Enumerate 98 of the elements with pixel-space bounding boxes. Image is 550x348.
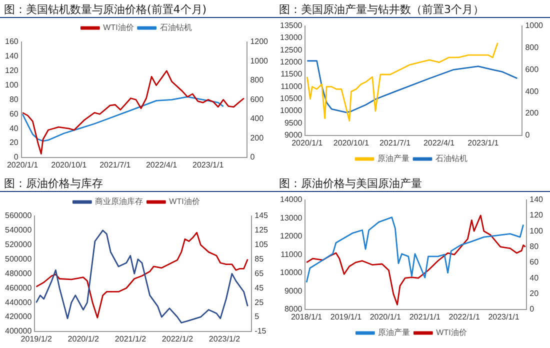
x-tick-label: 2022/4/1 (423, 138, 456, 148)
y-tick-label: 10000 (280, 268, 303, 278)
y2-tick-label: 1000 (250, 56, 269, 66)
x-tick-label: 2022/4/1 (146, 160, 178, 170)
x-tick-label: 2020/1/1 (6, 160, 39, 170)
chart-title: 图：美国钻机数量与原油价格(前置4个月) (0, 0, 275, 18)
x-tick-label: 2020/10/1 (51, 160, 88, 170)
y-tick-label: 160 (4, 37, 19, 46)
legend-label: 原油产量 (378, 328, 410, 338)
x-tick-label: 2020/1/1 (292, 138, 324, 148)
y-tick-label: 500000 (4, 254, 32, 264)
y-tick-label: 400000 (4, 326, 32, 336)
y2-tick-label: 105 (254, 240, 269, 250)
y-tick-label: 520000 (4, 240, 32, 250)
y2-tick-label: 200 (525, 108, 540, 118)
y2-tick-label: 20 (530, 288, 540, 298)
legend-label: WTI油价 (169, 197, 200, 206)
y-tick-label: 460000 (4, 283, 32, 292)
x-tick-label: 2019/1/2 (20, 334, 52, 344)
y-tick-label: 120 (4, 66, 19, 76)
y-tick-label: 0 (14, 152, 19, 162)
y-tick-label: 12000 (280, 58, 303, 67)
x-tick-label: 2023/1/1 (488, 312, 520, 322)
x-tick-label: 2020/10/1 (333, 138, 370, 148)
legend-label: 石油钻机 (436, 154, 468, 164)
x-tick-label: 2023/1/2 (208, 334, 241, 344)
y-tick-label: 60 (9, 109, 19, 118)
x-tick-label: 2021/1/1 (409, 312, 442, 322)
y2-tick-label: 60 (530, 258, 540, 267)
chart-title: 图：原油价格与美国原油产量 (275, 174, 550, 192)
x-tick-label: 2019/1/1 (330, 312, 362, 322)
chart-title: 图：美国原油产量与钻井数（前置3个月） (275, 0, 550, 18)
legend-label: 商业原油库存 (95, 197, 144, 206)
x-tick-label: 2018/1/1 (290, 312, 323, 322)
y2-tick-label: 0 (250, 152, 256, 162)
y-tick-label: 13000 (280, 33, 303, 42)
y-tick-label: 9000 (284, 130, 303, 140)
y-tick-label: 140 (4, 52, 19, 61)
legend-label: 原油产量 (378, 154, 410, 164)
x-tick-label: 2023/1/1 (468, 138, 500, 148)
y2-tick-label: 200 (250, 133, 264, 142)
y2-tick-label: 120 (530, 210, 544, 220)
legend-label: WTI油价 (103, 23, 134, 32)
y-tick-label: 10500 (280, 94, 303, 104)
y-tick-label: 100 (4, 80, 19, 90)
y2-tick-label: 145 (254, 211, 269, 220)
y-tick-label: 40 (9, 124, 19, 133)
y-tick-label: 11000 (280, 250, 303, 259)
x-tick-label: 2022/1/2 (162, 334, 194, 344)
y2-tick-label: 400 (250, 114, 264, 124)
legend-label: WTI油价 (436, 328, 467, 338)
y2-tick-label: 600 (250, 94, 264, 104)
y-tick-label: 420000 (4, 312, 32, 322)
x-tick-label: 2020/1/2 (68, 334, 100, 344)
x-tick-label: 2022/1/1 (448, 312, 480, 322)
y2-tick-label: 0 (525, 130, 530, 140)
x-tick-label: 2021/1/2 (114, 334, 147, 344)
y-tick-label: 11500 (280, 70, 303, 79)
x-tick-label: 2023/1/1 (192, 160, 224, 170)
y2-tick-label: 100 (530, 226, 544, 236)
y-tick-label: 440000 (4, 298, 32, 307)
y-tick-label: 10000 (280, 106, 303, 116)
y2-tick-label: 65 (254, 268, 264, 278)
x-tick-label: 2021/7/1 (100, 160, 132, 170)
y2-tick-label: 45 (254, 283, 264, 292)
y-tick-label: 11000 (280, 82, 303, 91)
y2-tick-label: 85 (254, 254, 264, 264)
y2-tick-label: 800 (250, 76, 264, 85)
y-tick-label: 20 (9, 138, 19, 148)
y2-tick-label: 125 (254, 226, 269, 235)
x-tick-label: 2020/1/1 (370, 312, 402, 322)
y2-tick-label: 1000 (525, 21, 544, 30)
y2-tick-label: 1200 (250, 37, 269, 46)
y-tick-label: 12000 (280, 232, 303, 241)
y2-tick-label: 400 (525, 86, 540, 96)
y2-tick-label: 140 (530, 195, 544, 204)
y2-tick-label: 0 (530, 304, 535, 314)
y-tick-label: 80 (9, 94, 19, 104)
y2-tick-label: -15 (254, 326, 267, 336)
y2-tick-label: 800 (525, 42, 540, 52)
y-tick-label: 12500 (280, 45, 303, 54)
y-tick-label: 13500 (280, 21, 303, 30)
y2-tick-label: 600 (525, 64, 540, 74)
y2-tick-label: 80 (530, 242, 540, 251)
y-tick-label: 13000 (280, 213, 303, 222)
y-tick-label: 14000 (280, 195, 303, 204)
y2-tick-label: 5 (254, 312, 260, 322)
y-tick-label: 9000 (284, 286, 303, 296)
y-tick-label: 560000 (4, 211, 32, 220)
y-tick-label: 540000 (4, 226, 32, 235)
legend-label: 石油钻机 (160, 23, 192, 32)
chart-title: 图：原油价格与库存 (0, 174, 275, 192)
x-tick-label: 2021/7/1 (379, 138, 412, 148)
y-tick-label: 9500 (284, 118, 303, 128)
y-tick-label: 480000 (4, 268, 32, 278)
y2-tick-label: 40 (530, 273, 540, 282)
y2-tick-label: 25 (254, 298, 264, 307)
y-tick-label: 8000 (284, 304, 303, 314)
